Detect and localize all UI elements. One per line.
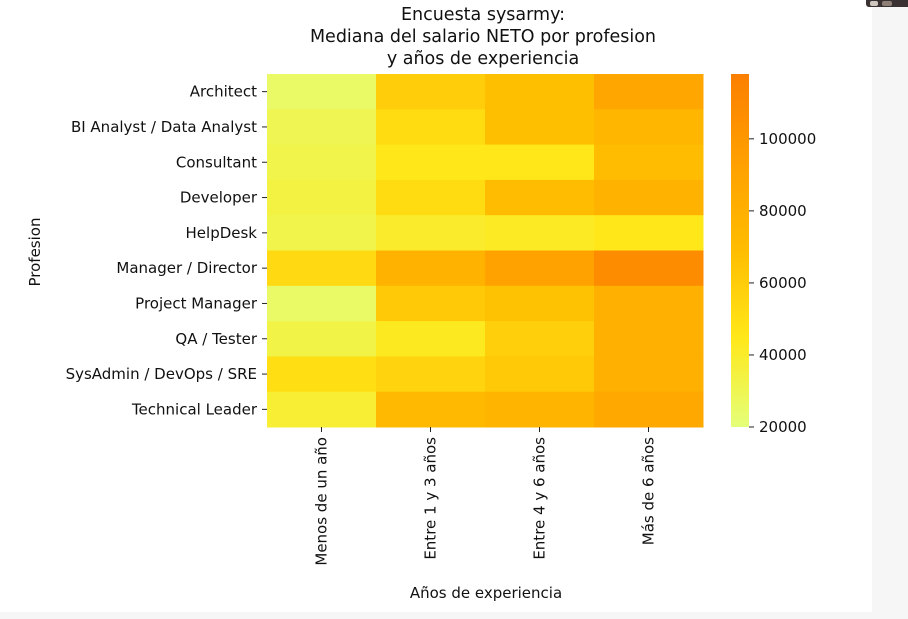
heatmap-cell: [485, 74, 595, 110]
y-tick-label: Manager / Director: [116, 259, 257, 277]
x-tick-label: Entre 1 y 3 años: [422, 437, 440, 560]
heatmap-cell: [485, 250, 595, 287]
heatmap-cell: [594, 74, 704, 110]
heatmap-cell: [376, 179, 486, 216]
heatmap-cell: [594, 391, 704, 428]
chart-title-line: y años de experiencia: [387, 49, 579, 69]
heatmap-cell: [594, 144, 704, 181]
heatmap-cell: [485, 285, 595, 322]
heatmap-cell: [594, 215, 704, 251]
heatmap-cell: [594, 250, 704, 287]
heatmap-cell: [376, 109, 486, 146]
colorbar: 20000 40000 60000 80000 100000: [731, 74, 816, 436]
heatmap-cell: [376, 250, 486, 287]
heatmap-cell: [594, 285, 704, 322]
heatmap-cell: [267, 179, 377, 216]
chart-title-line: Encuesta sysarmy:: [401, 5, 565, 25]
y-tick-label: SysAdmin / DevOps / SRE: [66, 365, 257, 383]
y-tick-label: HelpDesk: [186, 224, 258, 242]
heatmap-cell: [485, 321, 595, 357]
heatmap-cell: [267, 109, 377, 146]
chart-title-line: Mediana del salario NETO por profesion: [310, 27, 656, 47]
heatmap-cell: [267, 321, 377, 357]
heatmap-cell: [267, 74, 377, 110]
colorbar-tick-label: 20000: [759, 418, 807, 436]
y-tick-label: Developer: [180, 189, 258, 207]
heatmap-cell: [376, 215, 486, 251]
y-tick-label: QA / Tester: [175, 330, 257, 348]
colorbar-tick-label: 80000: [759, 202, 807, 220]
video-thumbnail: [866, 0, 908, 7]
heatmap-cell: [267, 215, 377, 251]
heatmap-chart: Encuesta sysarmy:Mediana del salario NET…: [26, 5, 816, 602]
x-axis-label: Años de experiencia: [410, 584, 562, 602]
heatmap-cell: [267, 356, 377, 393]
heatmap-cell: [485, 109, 595, 146]
heatmap-cell: [376, 144, 486, 181]
colorbar-tick-label: 100000: [759, 130, 816, 148]
y-tick-label: BI Analyst / Data Analyst: [71, 118, 257, 136]
y-axis-label: Profesion: [26, 218, 44, 287]
heatmap-cell: [485, 391, 595, 428]
y-tick-label: Architect: [190, 83, 257, 101]
heatmap-cell: [376, 285, 486, 322]
heatmap-cell: [376, 356, 486, 393]
figure-canvas: Encuesta sysarmy: Mediana del salario NET…: [26, 5, 817, 602]
y-tick-label: Consultant: [176, 153, 257, 171]
heatmap-cell: [485, 215, 595, 251]
chart-title: Encuesta sysarmy:Mediana del salario NET…: [310, 5, 656, 69]
heatmap-cell: [267, 144, 377, 181]
heatmap-cell: [485, 144, 595, 181]
heatmap-cell: [267, 391, 377, 428]
colorbar-tick-label: 40000: [759, 346, 807, 364]
heatmap-cell: [485, 179, 595, 216]
heatmap-cell: [594, 321, 704, 357]
y-axis-ticks: Architect BI Analyst / Data Analyst Consul…: [66, 83, 267, 418]
heatmap-cells: [267, 74, 704, 428]
heatmap-cell: [485, 356, 595, 393]
heatmap-cell: [376, 321, 486, 357]
heatmap-cell: [594, 179, 704, 216]
x-tick-label: Menos de un año: [313, 437, 331, 566]
heatmap-cell: [594, 356, 704, 393]
y-tick-label: Project Manager: [135, 294, 258, 312]
heatmap-cell: [376, 74, 486, 110]
heatmap-cell: [594, 109, 704, 146]
colorbar-gradient: [731, 74, 749, 427]
thumbnail-shape: [882, 1, 892, 6]
y-tick-label: Technical Leader: [131, 400, 258, 418]
heatmap-cell: [267, 250, 377, 287]
heatmap-cell: [376, 391, 486, 428]
x-tick-label: Más de 6 años: [640, 437, 658, 545]
heatmap-cell: [267, 285, 377, 322]
x-tick-label: Entre 4 y 6 años: [531, 437, 549, 560]
x-axis-ticks: Menos de un año Entre 1 y 3 años Entre 4 y…: [313, 427, 658, 566]
colorbar-tick-label: 60000: [759, 274, 807, 292]
thumbnail-shape: [870, 1, 878, 6]
colorbar-ticks: 20000 40000 60000 80000 100000: [749, 130, 816, 436]
